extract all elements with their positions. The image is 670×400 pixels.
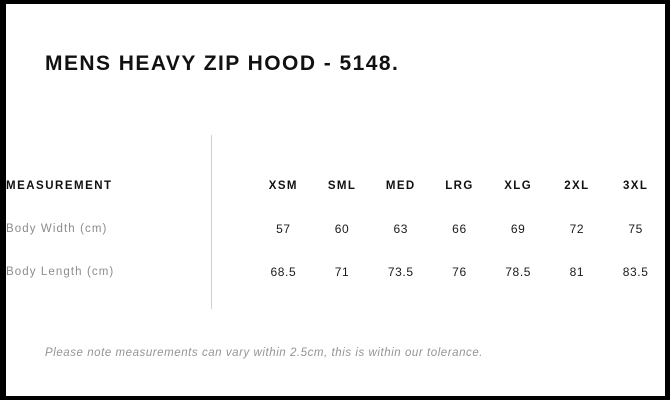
tolerance-note: Please note measurements can vary within… <box>45 347 484 359</box>
row-label-body-width: Body Width (cm) <box>6 222 108 235</box>
cell-body-width-sml: 60 <box>334 221 350 236</box>
cell-body-width-2xl: 72 <box>569 221 585 236</box>
cell-body-length-lrg: 76 <box>452 264 467 279</box>
cell-body-width-med: 63 <box>393 221 409 236</box>
size-chart-table: MEASUREMENT XSM SML MED LRG XLG 2XL 3XL … <box>6 164 665 293</box>
cell-body-width-3xl: 75 <box>628 221 643 236</box>
column-header-size-2xl: 2XL <box>564 179 590 192</box>
cell-body-width-xlg: 69 <box>510 221 526 236</box>
cell-body-length-3xl: 83.5 <box>622 264 649 279</box>
row-label-body-length: Body Length (cm) <box>6 265 115 278</box>
column-header-size-med: MED <box>385 179 416 192</box>
cell-body-length-2xl: 81 <box>569 264 585 279</box>
column-header-size-xsm: XSM <box>268 179 298 192</box>
cell-body-length-xlg: 78.5 <box>505 264 532 279</box>
column-header-size-xlg: XLG <box>504 179 533 192</box>
cell-body-width-xsm: 57 <box>276 221 291 236</box>
column-header-size-lrg: LRG <box>445 179 474 192</box>
page-title: MENS HEAVY ZIP HOOD - 5148. <box>45 52 400 75</box>
column-header-size-sml: SML <box>327 179 357 192</box>
cell-body-width-lrg: 66 <box>452 221 467 236</box>
cell-body-length-xsm: 68.5 <box>270 264 297 279</box>
column-header-size-3xl: 3XL <box>622 179 649 192</box>
cell-body-length-sml: 71 <box>334 264 350 279</box>
column-header-measurement: MEASUREMENT <box>6 179 113 192</box>
cell-body-length-med: 73.5 <box>387 264 414 279</box>
table-header-row: MEASUREMENT XSM SML MED LRG XLG 2XL 3XL <box>6 164 665 207</box>
size-guide-content: MENS HEAVY ZIP HOOD - 5148. MEASUREMENT … <box>6 4 665 396</box>
table-row: Body Length (cm) 68.5 71 73.5 76 78.5 81… <box>6 250 665 293</box>
table-row: Body Width (cm) 57 60 63 66 69 72 75 <box>6 207 665 250</box>
table-vertical-divider <box>211 135 212 309</box>
